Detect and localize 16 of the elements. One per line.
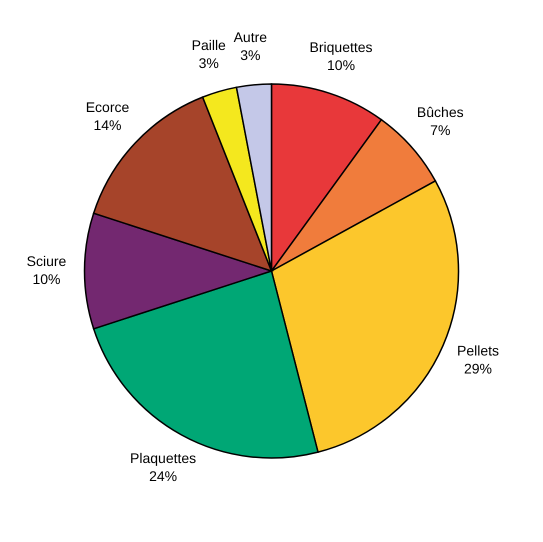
slice-label: Paille: [192, 36, 226, 53]
data-label: 7%: [430, 122, 450, 138]
data-label: 3%: [240, 47, 260, 63]
slice-label: Autre: [234, 29, 268, 45]
data-label: 24%: [149, 468, 178, 484]
slice-label: Pellets: [456, 342, 500, 358]
slice-label: Bûches: [416, 104, 464, 120]
slice-label: Sciure: [26, 253, 67, 269]
slice-label: Ecorce: [86, 98, 130, 115]
data-label: 3%: [198, 54, 219, 71]
data-label: 10%: [327, 57, 356, 74]
slice-label: Briquettes: [310, 39, 373, 56]
slice-label: Plaquettes: [130, 450, 196, 466]
data-label: 10%: [32, 271, 61, 287]
data-label: 14%: [93, 116, 122, 133]
data-label: 29%: [464, 360, 492, 376]
